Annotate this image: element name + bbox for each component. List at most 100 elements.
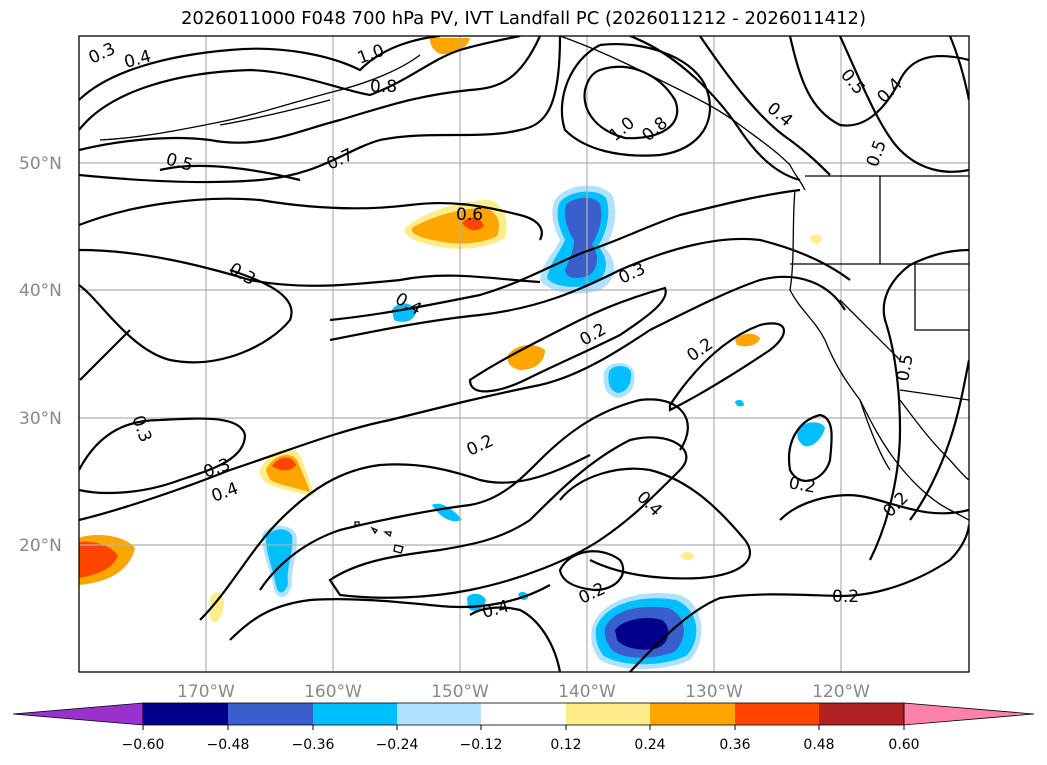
colorbar-swatch	[228, 703, 313, 725]
contour-label: 0.7	[324, 145, 357, 175]
contour-line	[79, 36, 542, 152]
map-area: 0.3 0.4 1.0 0.8 0.5 0.4 1.0 0.8 0.4 0.5 …	[79, 36, 969, 672]
contour-line	[583, 65, 679, 140]
yellow-spot-3	[680, 552, 694, 561]
colorbar-tick-label: 0.48	[803, 737, 834, 753]
contour-label: 1.0	[605, 113, 639, 146]
orange-blob-north-mid	[411, 208, 500, 244]
contour-label: 0.5	[164, 150, 195, 176]
lon-label: 130°W	[685, 682, 743, 702]
blue-blob-small-5	[735, 399, 744, 407]
contour-line	[909, 359, 969, 521]
contour-line	[79, 197, 543, 241]
contour-label: 0.5	[863, 137, 891, 169]
alaska-coast	[559, 36, 806, 191]
blue-blob-small-4	[432, 503, 462, 522]
contour-label: 0.2	[577, 319, 610, 350]
contour-line	[159, 164, 301, 182]
colorbar-swatch	[143, 703, 228, 725]
lon-axis: 170°W 160°W 150°W 140°W 130°W 120°W	[177, 682, 870, 702]
lat-axis: 50°N 40°N 30°N 20°N	[19, 154, 62, 556]
contour-line	[328, 436, 688, 599]
orange-blob-edge-core	[79, 541, 118, 578]
contour-label: 0.3	[86, 39, 119, 69]
colorbar-swatch	[650, 703, 735, 725]
colorbar-swatch	[397, 703, 481, 725]
aleutian-chain-2	[219, 99, 331, 126]
contour-label: 0.4	[632, 487, 665, 520]
contour-line	[779, 494, 969, 521]
contour-line	[79, 329, 131, 381]
orange-blob-center	[507, 345, 545, 370]
colorbar-tick-label: 0.60	[888, 737, 919, 753]
west-coast	[789, 189, 969, 521]
contour-line	[79, 417, 247, 495]
colorbar-low-extend	[12, 702, 144, 726]
blue-blob-small-2	[797, 422, 825, 447]
contour-label: 0.2	[576, 579, 609, 609]
colorbar-tick-label: −0.12	[460, 737, 503, 753]
colorbar-tick-label: −0.36	[292, 737, 335, 753]
contour-label: 0.2	[464, 431, 497, 461]
aleutian-chain	[99, 54, 421, 141]
contour-label: 0.6	[456, 205, 483, 225]
orange-blob-top	[430, 38, 470, 55]
contour-line	[329, 188, 801, 322]
contour-line	[229, 584, 551, 641]
colorbar-frame	[142, 702, 905, 726]
blue-blob-south-max	[615, 618, 669, 650]
blue-blob-center-mid	[608, 366, 632, 393]
contour-line	[79, 36, 441, 101]
contour-label: 0.3	[226, 259, 259, 290]
baja	[859, 399, 891, 471]
contour-line	[79, 36, 562, 184]
colorbar-swatch	[313, 703, 397, 725]
colorbar-tick-label: −0.24	[376, 737, 419, 753]
yellow-spot-1	[210, 592, 224, 623]
contour-label: 0.3	[616, 259, 649, 289]
contour-line	[79, 248, 541, 287]
contour-label: 0.2	[787, 473, 817, 497]
lat-label: 30°N	[19, 409, 62, 429]
contour-label: 0.4	[873, 74, 906, 107]
contour-label: 0.8	[370, 77, 397, 97]
contour-line	[838, 36, 969, 173]
contour-label: 0.4	[763, 99, 797, 132]
colorbar-swatch	[566, 703, 650, 725]
contour-line	[788, 36, 969, 127]
colorbar-swatch	[481, 703, 566, 725]
lat-label: 20°N	[19, 536, 62, 556]
lat-label: 40°N	[19, 281, 62, 301]
mexico-coast	[899, 399, 969, 481]
lon-label: 150°W	[431, 682, 489, 702]
contour-line	[629, 524, 969, 672]
contour-label: 0.5	[893, 353, 917, 383]
map-title: 2026011000 F048 700 hPa PV, IVT Landfall…	[180, 8, 867, 29]
contour-label: 0.8	[638, 113, 672, 146]
contour-line	[79, 36, 521, 131]
colorbar-tick-label: 0.36	[719, 737, 750, 753]
contour-label: 0.2	[683, 334, 717, 366]
contour-line	[629, 36, 801, 182]
orange-blob-west-core	[272, 457, 296, 471]
contour-line	[668, 322, 786, 412]
map-frame	[78, 35, 970, 673]
contour-line	[468, 286, 667, 393]
coastlines	[99, 36, 969, 554]
contour-line	[558, 550, 625, 592]
lon-label: 160°W	[304, 682, 362, 702]
lon-label: 120°W	[812, 682, 870, 702]
contour-line	[329, 237, 851, 342]
colorbar-tick-label: 0.24	[634, 737, 665, 753]
contour-line	[869, 248, 969, 561]
blue-blob-north-high	[564, 197, 602, 278]
contour-label: 1.0	[355, 41, 387, 69]
contour-label: 0.4	[122, 47, 153, 73]
contour-line	[199, 454, 591, 621]
contour-line	[948, 36, 969, 101]
contour-line	[559, 467, 752, 580]
contour-line	[469, 606, 562, 672]
lon-label: 170°W	[177, 682, 235, 702]
colorbar-tick-label: −0.48	[207, 737, 250, 753]
